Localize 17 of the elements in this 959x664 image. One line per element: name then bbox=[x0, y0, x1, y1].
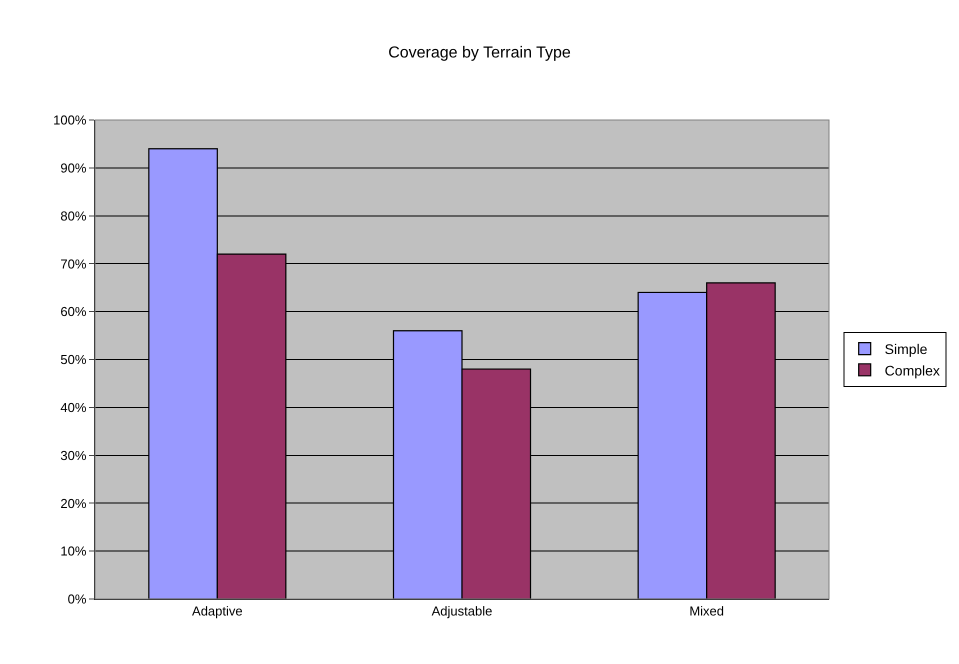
y-tick-label: 40% bbox=[60, 400, 87, 415]
x-tick-label: Mixed bbox=[689, 604, 724, 619]
y-tick-label: 70% bbox=[60, 256, 87, 272]
y-tick-label: 10% bbox=[60, 544, 87, 559]
legend-label: Simple bbox=[884, 341, 928, 358]
y-tick-label: 20% bbox=[60, 496, 87, 511]
y-tick-label: 30% bbox=[60, 448, 87, 463]
y-tick-label: 100% bbox=[53, 112, 87, 128]
y-tick-label: 90% bbox=[60, 160, 87, 176]
y-tick-label: 50% bbox=[60, 352, 87, 368]
x-tick-label: Adaptive bbox=[192, 604, 243, 619]
y-tick-label: 0% bbox=[68, 592, 87, 607]
y-tick-label: 80% bbox=[60, 208, 87, 224]
y-tick-label: 60% bbox=[60, 304, 87, 320]
chart-title: Coverage by Terrain Type bbox=[388, 44, 571, 62]
x-tick-label: Adjustable bbox=[432, 604, 492, 619]
legend-label: Complex bbox=[884, 362, 940, 378]
